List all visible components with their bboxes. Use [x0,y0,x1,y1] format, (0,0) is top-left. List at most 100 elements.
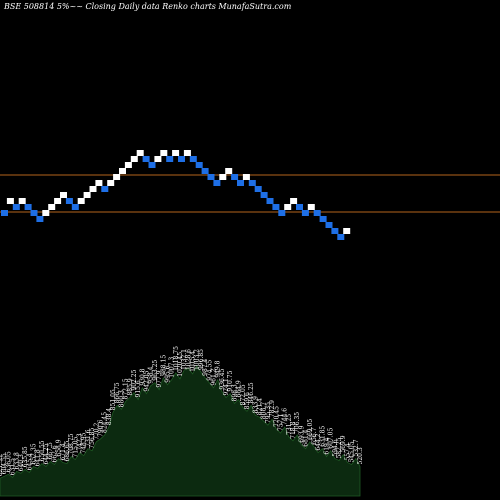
volume-panel [0,365,361,497]
volume-label: 846.25 [248,382,255,403]
volume-label: 942.05 [144,370,151,391]
down-brick [301,210,309,216]
volume-label: 770.45 [273,406,280,427]
volume-label: 748.95 [81,432,88,453]
volume-label: 790.6 [97,420,104,437]
down-brick [24,204,32,210]
volume-label: 718.8 [290,421,297,438]
volume-label: 851.05 [110,389,117,410]
down-brick [272,204,280,210]
volume-label: 782.9 [269,400,276,417]
volume-area [0,365,361,497]
up-brick [154,156,162,162]
volume-label: 936.45 [219,368,226,389]
volume-label: 532.7 [353,439,360,456]
volume-label: 607.05 [328,428,335,449]
volume-label: 902.25 [131,369,138,390]
down-brick [65,198,73,204]
down-brick [166,156,174,162]
volume-label: 644.25 [43,443,50,464]
up-brick [225,168,233,174]
volume-label: 1015.4 [190,351,197,372]
volume-label: 838.4 [106,408,113,425]
volume-label: 671.4 [60,443,67,460]
volume-label: 977.9 [156,370,163,387]
volume-label: 884.9 [236,380,243,397]
volume-label: 872.15 [123,378,130,399]
volume-label: 1028.6 [185,349,192,370]
volume-label: 706.35 [294,412,301,433]
volume-label: 708.75 [68,433,75,454]
volume-label: 658.9 [56,439,63,456]
up-brick [183,150,191,156]
volume-label: 910.75 [227,370,234,391]
volume-label: 987.4 [202,358,209,375]
volume-label: 557.4 [344,443,351,460]
up-brick [172,150,180,156]
up-brick [48,204,56,210]
volume-label: 898.3 [231,384,238,401]
volume-label: 582.25 [336,437,343,458]
volume-label: 757.1 [277,414,284,431]
up-brick [343,228,351,234]
up-brick [107,180,115,186]
volume-label: 930.8 [139,368,146,385]
volume-label: 545.05 [349,441,356,462]
volume-label: 1007.3 [169,357,176,378]
down-brick [201,168,209,174]
volume-label: 821.4 [257,398,264,415]
volume-label: 1020.45 [177,352,184,377]
volume-label: 645.4 [26,453,33,470]
down-brick [266,198,274,204]
down-brick [189,156,197,162]
up-brick [18,198,26,204]
up-brick [77,198,85,204]
volume-label: 669.05 [307,419,314,440]
down-brick [30,210,38,216]
up-brick [60,192,67,198]
volume-labels: 621.35604.55636.05631.5633.8640.3635.856… [0,346,364,476]
volume-label: 715.05 [72,436,79,457]
up-brick [119,168,126,174]
volume-label: 641.8 [35,449,42,466]
up-brick [219,174,227,180]
up-brick [95,180,103,186]
volume-label: 731.25 [286,414,293,435]
volume-label: 988.15 [160,355,167,376]
up-brick [54,198,62,204]
up-brick [307,204,315,210]
down-brick [260,192,268,198]
volume-label: 872.05 [240,384,247,405]
up-brick [160,150,168,156]
volume-label: 1003.2 [194,349,201,370]
down-brick [12,204,20,210]
volume-label: 880.3 [118,390,125,407]
up-brick [6,198,14,204]
up-brick [89,186,97,192]
down-brick [254,186,262,192]
volume-label: 949.8 [215,360,222,377]
level-lines [0,174,500,213]
volume-label: 636.05 [5,451,12,472]
down-brick [313,210,321,216]
volume-label: 520.3 [357,447,364,464]
volume-label: 770.2 [93,422,100,439]
volume-label: 569.9 [340,435,347,452]
volume-label: 693.9 [298,425,305,442]
volume-label: 631.85 [319,426,326,447]
volume-label: 808.7 [261,402,268,419]
volume-label: 644.2 [315,433,322,450]
down-brick [278,210,286,216]
down-brick [337,234,345,240]
volume-label: 859.6 [244,392,251,409]
up-brick [124,162,132,168]
down-brick [237,180,244,186]
down-brick [71,204,79,210]
down-brick [178,156,185,162]
volume-label: 633.8 [14,452,21,469]
volume-label: 662.6 [51,445,58,462]
up-brick [136,150,144,156]
volume-label: 885.9 [127,378,134,395]
volume-label: 744.6 [282,408,289,425]
